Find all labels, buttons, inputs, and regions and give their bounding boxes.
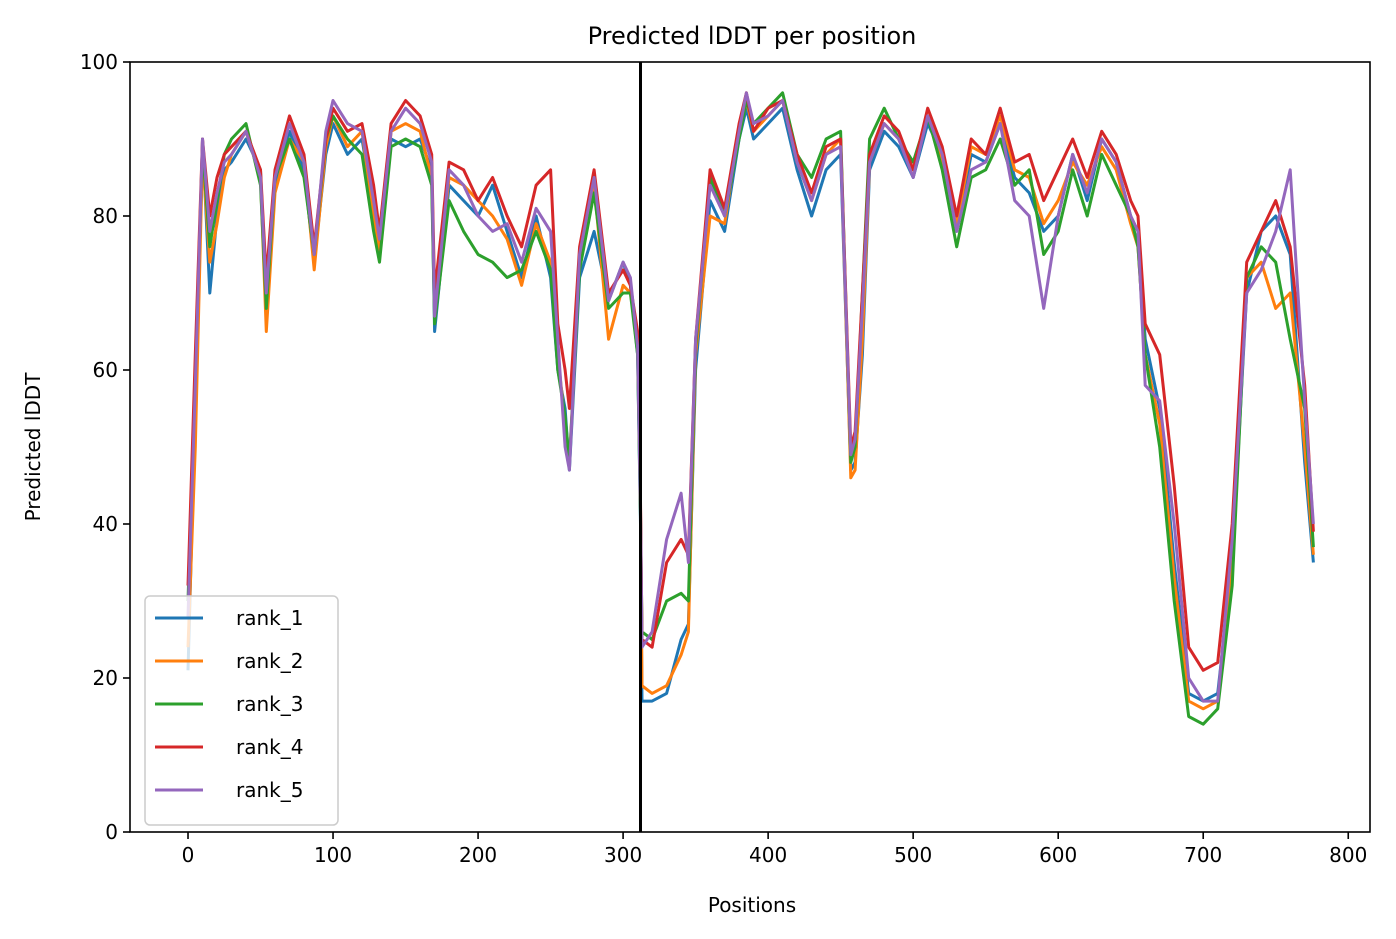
- x-tick-label: 300: [604, 843, 642, 867]
- y-tick-label: 40: [93, 512, 118, 536]
- y-tick-label: 100: [80, 50, 118, 74]
- legend-label-rank_1: rank_1: [236, 606, 303, 630]
- series-line-rank_5: [186, 91, 1315, 703]
- y-axis-label: Predicted lDDT: [21, 372, 45, 522]
- x-tick-label: 600: [1039, 843, 1077, 867]
- legend-label-rank_4: rank_4: [236, 735, 303, 759]
- x-tick-label: 800: [1329, 843, 1367, 867]
- plot-area: [129, 61, 1371, 833]
- series-line-rank_3: [186, 91, 1315, 726]
- x-axis-label: Positions: [708, 893, 796, 917]
- x-tick-label: 400: [749, 843, 787, 867]
- x-tick-label: 700: [1184, 843, 1222, 867]
- x-tick-label: 100: [314, 843, 352, 867]
- x-axis: 0 100 200 300 400 500 600 700 800: [182, 832, 1367, 867]
- y-tick-label: 20: [93, 666, 118, 690]
- series-line-rank_2: [186, 99, 1315, 711]
- legend: rank_1 rank_2 rank_3 rank_4 rank_5: [144, 595, 339, 826]
- x-tick-label: 0: [182, 843, 195, 867]
- series-lines: [186, 91, 1315, 726]
- legend-label-rank_2: rank_2: [236, 649, 303, 673]
- chart-title: Predicted lDDT per position: [588, 22, 917, 50]
- x-tick-label: 500: [894, 843, 932, 867]
- y-tick-label: 60: [93, 358, 118, 382]
- y-tick-label: 0: [105, 820, 118, 844]
- plot-frame: [129, 61, 1371, 833]
- y-tick-label: 80: [93, 204, 118, 228]
- x-tick-label: 200: [459, 843, 497, 867]
- legend-label-rank_3: rank_3: [236, 692, 303, 716]
- legend-box: [144, 595, 339, 826]
- legend-label-rank_5: rank_5: [236, 778, 303, 802]
- series-line-rank_1: [186, 106, 1315, 703]
- y-axis: 0 20 40 60 80 100: [80, 50, 130, 844]
